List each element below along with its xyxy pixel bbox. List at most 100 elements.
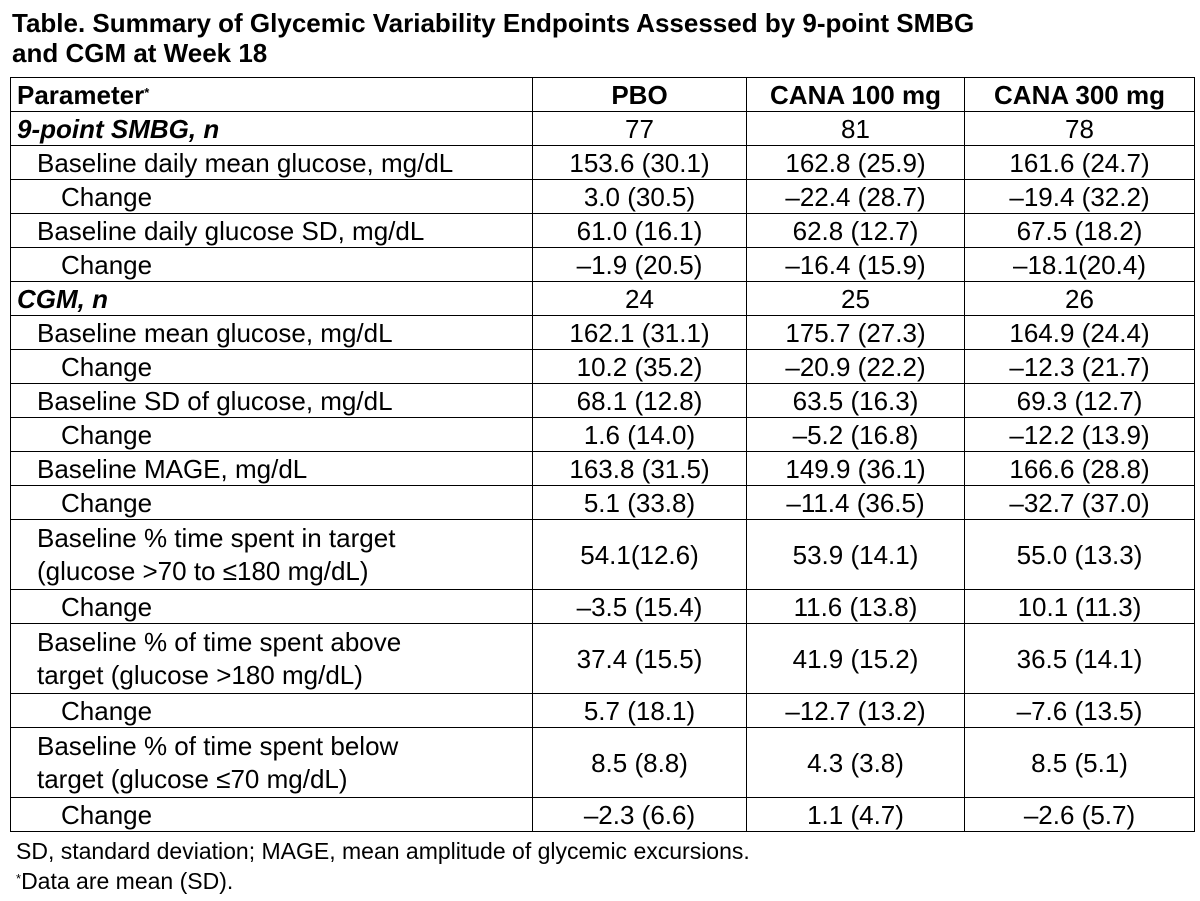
cell-pbo: 37.4 (15.5): [532, 623, 747, 694]
row-label: Change: [10, 589, 533, 624]
cell-cana-100: 63.5 (16.3): [746, 383, 965, 418]
table-row: Baseline SD of glucose, mg/dL 68.1 (12.8…: [10, 383, 1195, 418]
row-label: Baseline SD of glucose, mg/dL: [10, 383, 533, 418]
header-parameter-footnote-mark: *: [144, 84, 150, 100]
row-label: Change: [10, 247, 533, 282]
row-label: Change: [10, 797, 533, 832]
cell-cana-100: 25: [746, 281, 965, 316]
cell-cana-100: 175.7 (27.3): [746, 315, 965, 350]
cell-cana-100: 53.9 (14.1): [746, 519, 965, 590]
cell-cana-300: 36.5 (14.1): [964, 623, 1195, 694]
cell-pbo: 162.1 (31.1): [532, 315, 747, 350]
cell-cana-300: 55.0 (13.3): [964, 519, 1195, 590]
table-row: Change 10.2 (35.2) –20.9 (22.2) –12.3 (2…: [10, 349, 1195, 384]
glycemic-variability-table: Parameter* PBO CANA 100 mg CANA 300 mg 9…: [10, 77, 1195, 832]
section-label-smbg: 9-point SMBG, n: [10, 111, 533, 146]
cell-cana-100: 1.1 (4.7): [746, 797, 965, 832]
cell-cana-100: 62.8 (12.7): [746, 213, 965, 248]
cell-pbo: 3.0 (30.5): [532, 179, 747, 214]
table-title-line-1: Table. Summary of Glycemic Variability E…: [12, 8, 975, 38]
cell-pbo: –2.3 (6.6): [532, 797, 747, 832]
cell-pbo: 24: [532, 281, 747, 316]
row-label-line-2: (glucose >70 to ≤180 mg/dL): [37, 555, 369, 586]
header-pbo: PBO: [532, 77, 747, 112]
cell-cana-300: 69.3 (12.7): [964, 383, 1195, 418]
table-row: Baseline MAGE, mg/dL 163.8 (31.5) 149.9 …: [10, 451, 1195, 486]
cell-pbo: 61.0 (16.1): [532, 213, 747, 248]
cell-cana-300: –7.6 (13.5): [964, 693, 1195, 728]
cell-cana-100: –22.4 (28.7): [746, 179, 965, 214]
table-row: Baseline daily glucose SD, mg/dL 61.0 (1…: [10, 213, 1195, 248]
row-label: Baseline daily glucose SD, mg/dL: [10, 213, 533, 248]
table-row: Change –3.5 (15.4) 11.6 (13.8) 10.1 (11.…: [10, 589, 1195, 624]
header-parameter-label: Parameter: [17, 79, 145, 110]
cell-cana-300: –19.4 (32.2): [964, 179, 1195, 214]
row-label: Change: [10, 485, 533, 520]
cell-cana-300: –2.6 (5.7): [964, 797, 1195, 832]
cell-pbo: 8.5 (8.8): [532, 727, 747, 798]
cell-pbo: 5.7 (18.1): [532, 693, 747, 728]
row-label: Change: [10, 417, 533, 452]
cell-pbo: 153.6 (30.1): [532, 145, 747, 180]
table-row: Baseline % of time spent above target (g…: [10, 623, 1195, 694]
table-row: Baseline % time spent in target (glucose…: [10, 519, 1195, 590]
cell-cana-100: 41.9 (15.2): [746, 623, 965, 694]
row-label: Baseline % time spent in target (glucose…: [10, 519, 533, 590]
row-label: Baseline % of time spent above target (g…: [10, 623, 533, 694]
cell-pbo: 1.6 (14.0): [532, 417, 747, 452]
table-row: Baseline daily mean glucose, mg/dL 153.6…: [10, 145, 1195, 180]
row-label: Baseline % of time spent below target (g…: [10, 727, 533, 798]
row-label-line-2: target (glucose ≤70 mg/dL): [37, 763, 348, 794]
cell-cana-300: 67.5 (18.2): [964, 213, 1195, 248]
cell-cana-300: 26: [964, 281, 1195, 316]
cell-cana-100: 149.9 (36.1): [746, 451, 965, 486]
cell-pbo: 163.8 (31.5): [532, 451, 747, 486]
table-row: CGM, n 24 25 26: [10, 281, 1195, 316]
cell-cana-100: –16.4 (15.9): [746, 247, 965, 282]
cell-pbo: 5.1 (33.8): [532, 485, 747, 520]
table-row: Change 1.6 (14.0) –5.2 (16.8) –12.2 (13.…: [10, 417, 1195, 452]
cell-pbo: 54.1(12.6): [532, 519, 747, 590]
cell-pbo: 10.2 (35.2): [532, 349, 747, 384]
table-row: Change 3.0 (30.5) –22.4 (28.7) –19.4 (32…: [10, 179, 1195, 214]
row-label: Change: [10, 179, 533, 214]
table-title: Table. Summary of Glycemic Variability E…: [12, 8, 1192, 68]
row-label: Baseline MAGE, mg/dL: [10, 451, 533, 486]
row-label: Baseline mean glucose, mg/dL: [10, 315, 533, 350]
cell-pbo: 68.1 (12.8): [532, 383, 747, 418]
footnotes: SD, standard deviation; MAGE, mean ampli…: [16, 836, 1196, 896]
cell-cana-100: 4.3 (3.8): [746, 727, 965, 798]
row-label: Change: [10, 349, 533, 384]
cell-cana-300: 10.1 (11.3): [964, 589, 1195, 624]
cell-cana-100: 11.6 (13.8): [746, 589, 965, 624]
footnote-data-note-text: Data are mean (SD).: [21, 868, 234, 894]
row-label-line-2: target (glucose >180 mg/dL): [37, 659, 363, 690]
cell-cana-300: –18.1(20.4): [964, 247, 1195, 282]
header-cana-300: CANA 300 mg: [964, 77, 1195, 112]
cell-pbo: –1.9 (20.5): [532, 247, 747, 282]
section-label-cgm: CGM, n: [10, 281, 533, 316]
table-row: Change –2.3 (6.6) 1.1 (4.7) –2.6 (5.7): [10, 797, 1195, 832]
cell-cana-300: 78: [964, 111, 1195, 146]
footnote-data-note: *Data are mean (SD).: [16, 866, 1196, 896]
footnote-abbreviations: SD, standard deviation; MAGE, mean ampli…: [16, 838, 750, 864]
table-row: Change 5.1 (33.8) –11.4 (36.5) –32.7 (37…: [10, 485, 1195, 520]
cell-cana-100: 162.8 (25.9): [746, 145, 965, 180]
cell-cana-100: –12.7 (13.2): [746, 693, 965, 728]
cell-cana-300: 164.9 (24.4): [964, 315, 1195, 350]
header-cana-100: CANA 100 mg: [746, 77, 965, 112]
table-row: Baseline mean glucose, mg/dL 162.1 (31.1…: [10, 315, 1195, 350]
row-label: Change: [10, 693, 533, 728]
cell-cana-300: –12.2 (13.9): [964, 417, 1195, 452]
row-label-line-1: Baseline % of time spent above: [37, 626, 402, 657]
row-label-line-1: Baseline % time spent in target: [37, 522, 396, 553]
cell-cana-100: 81: [746, 111, 965, 146]
table-row: 9-point SMBG, n 77 81 78: [10, 111, 1195, 146]
table-row: Change –1.9 (20.5) –16.4 (15.9) –18.1(20…: [10, 247, 1195, 282]
cell-cana-100: –5.2 (16.8): [746, 417, 965, 452]
cell-cana-100: –11.4 (36.5): [746, 485, 965, 520]
cell-pbo: –3.5 (15.4): [532, 589, 747, 624]
row-label: Baseline daily mean glucose, mg/dL: [10, 145, 533, 180]
table-row: Change 5.7 (18.1) –12.7 (13.2) –7.6 (13.…: [10, 693, 1195, 728]
cell-cana-300: 161.6 (24.7): [964, 145, 1195, 180]
